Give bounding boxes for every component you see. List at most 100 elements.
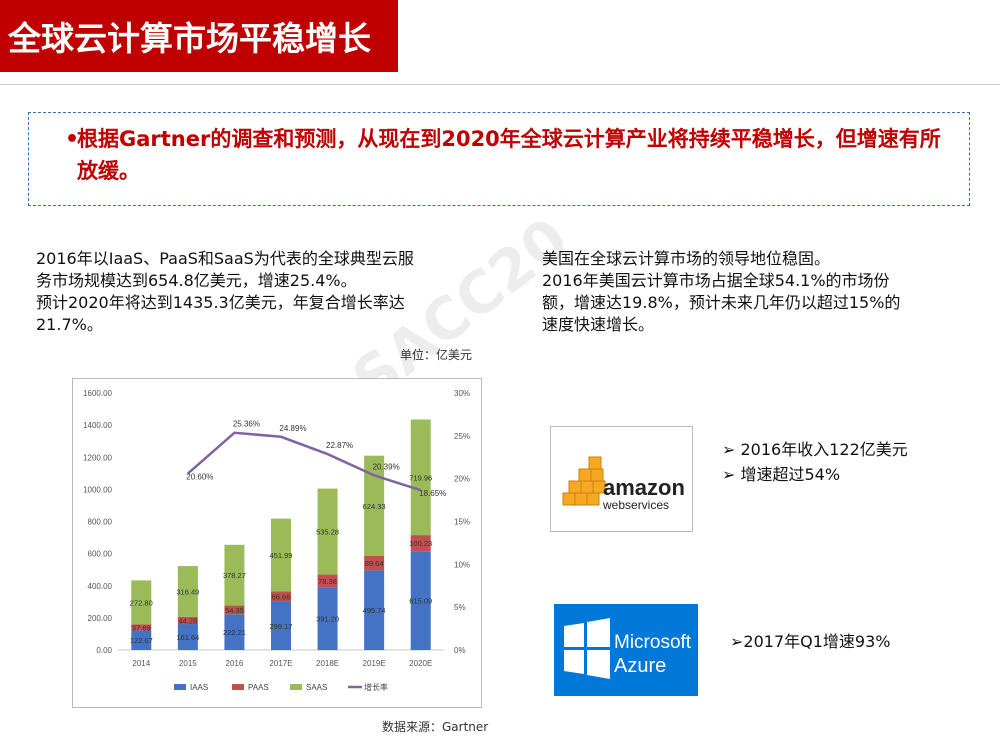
y2-tick-label: 10% bbox=[454, 560, 470, 569]
bar-saas bbox=[224, 544, 245, 606]
growth-data-label: 20.60% bbox=[186, 473, 213, 482]
highlight-callout: • 根据Gartner的调查和预测，从现在到2020年全球云计算产业将持续平稳增… bbox=[28, 112, 970, 206]
bar-iaas bbox=[317, 587, 338, 650]
aws-logo: amazon webservices bbox=[550, 426, 693, 532]
paragraph-line: 美国在全球云计算市场的领导地位稳固。 bbox=[542, 249, 831, 268]
growth-rate-line bbox=[187, 431, 422, 492]
market-size-chart: 0.00 200.00 400.00 600.00 800.00 1000.00 1200.… bbox=[83, 389, 470, 692]
bar-paas bbox=[224, 605, 245, 615]
bullet-icon: • bbox=[65, 127, 80, 152]
growth-data-label: 25.36% bbox=[233, 420, 260, 429]
y2-tick-label: 25% bbox=[454, 432, 470, 441]
paragraph-line: 额，增速达19.8%，预计未来几年仍以超过15%的 bbox=[542, 293, 901, 312]
bar-data-label: 615.09 bbox=[409, 597, 432, 606]
global-market-paragraph: 2016年以IaaS、PaaS和SaaS为代表的全球典型云服 务市场规模达到65… bbox=[36, 248, 414, 336]
bar-data-label: 37.69 bbox=[132, 623, 151, 632]
azure-logo-line1: Microsoft bbox=[614, 632, 692, 653]
y-tick-label: 400.00 bbox=[88, 582, 113, 591]
bar-data-label: 222.21 bbox=[223, 628, 246, 637]
x-tick-label: 2015 bbox=[179, 659, 197, 668]
aws-logo-sub: webservices bbox=[602, 498, 669, 512]
bar-iaas bbox=[224, 614, 245, 650]
legend-label: SAAS bbox=[306, 683, 327, 692]
bar-iaas bbox=[271, 601, 291, 650]
bar-saas bbox=[364, 455, 385, 556]
growth-data-label: 22.87% bbox=[326, 441, 353, 450]
header-divider bbox=[0, 84, 1000, 85]
y-tick-label: 1600.00 bbox=[83, 389, 112, 398]
azure-fact-growth: ➢2017年Q1增速93% bbox=[730, 632, 891, 651]
bar-data-label: 378.27 bbox=[223, 571, 246, 580]
title-banner: 全球云计算市场平稳增长 bbox=[0, 0, 398, 72]
y2-tick-label: 0% bbox=[454, 646, 466, 655]
legend-swatch bbox=[232, 684, 244, 690]
paragraph-line: 2016年以IaaS、PaaS和SaaS为代表的全球典型云服 bbox=[36, 249, 414, 268]
y2-tick-label: 5% bbox=[454, 603, 466, 612]
bar-paas bbox=[317, 574, 338, 588]
bar-saas bbox=[410, 419, 431, 536]
growth-data-label: 20.39% bbox=[373, 462, 400, 471]
bar-paas bbox=[410, 535, 431, 552]
legend-swatch bbox=[174, 684, 186, 690]
bar-data-label: 89.64 bbox=[365, 559, 384, 568]
x-tick-label: 2017E bbox=[269, 659, 292, 668]
y-tick-label: 1400.00 bbox=[83, 421, 112, 430]
bar-data-label: 78.38 bbox=[318, 577, 337, 586]
bar-iaas bbox=[177, 624, 198, 650]
paragraph-line: 速度快速增长。 bbox=[542, 315, 655, 334]
aws-logo-word: amazon bbox=[603, 475, 685, 500]
bar-data-label: 54.35 bbox=[225, 606, 244, 615]
aws-cubes-icon: amazon webservices bbox=[562, 456, 685, 512]
aws-fact-revenue: ➢ 2016年收入122亿美元 bbox=[722, 440, 908, 459]
bar-paas bbox=[364, 555, 385, 571]
legend-label: PAAS bbox=[248, 683, 269, 692]
bar-data-label: 495.74 bbox=[363, 606, 386, 615]
bar-saas bbox=[271, 518, 291, 592]
y-tick-label: 1000.00 bbox=[83, 485, 112, 494]
bar-data-label: 122.67 bbox=[130, 636, 153, 645]
bar-data-label: 451.99 bbox=[270, 551, 293, 560]
bar-data-label: 66.66 bbox=[272, 593, 291, 602]
growth-data-label: 24.89% bbox=[279, 424, 306, 433]
legend-label: IAAS bbox=[190, 683, 208, 692]
unit-note: 单位：亿美元 bbox=[400, 348, 473, 362]
bar-data-label: 624.33 bbox=[363, 502, 386, 511]
bar-data-label: 316.49 bbox=[176, 588, 199, 597]
bar-iaas bbox=[364, 570, 385, 650]
bar-paas bbox=[271, 591, 291, 602]
x-tick-label: 2019E bbox=[363, 659, 386, 668]
azure-logo: Microsoft Azure bbox=[554, 604, 698, 696]
x-tick-label: 2016 bbox=[226, 659, 244, 668]
bar-data-label: 391.20 bbox=[316, 615, 339, 624]
y2-tick-label: 15% bbox=[454, 518, 470, 527]
growth-data-label: 18.65% bbox=[419, 489, 446, 498]
bar-saas bbox=[317, 488, 338, 575]
x-tick-label: 2014 bbox=[132, 659, 150, 668]
y-tick-label: 600.00 bbox=[88, 550, 113, 559]
y-tick-label: 800.00 bbox=[88, 518, 113, 527]
bar-data-label: 44.28 bbox=[178, 616, 197, 625]
bar-data-label: 272.80 bbox=[130, 598, 153, 607]
bar-saas bbox=[177, 566, 198, 617]
bar-paas bbox=[177, 616, 198, 625]
x-tick-label: 2020E bbox=[409, 659, 432, 668]
azure-logo-line2: Azure bbox=[614, 655, 666, 677]
bar-data-label: 535.28 bbox=[316, 528, 339, 537]
page-title: 全球云计算市场平稳增长 bbox=[8, 19, 371, 58]
callout-text: 根据Gartner的调查和预测，从现在到2020年全球云计算产业将持续平稳增长，… bbox=[77, 127, 941, 183]
windows-logo-icon: Microsoft Azure bbox=[564, 618, 692, 679]
y2-tick-label: 30% bbox=[454, 389, 470, 398]
us-market-paragraph: 美国在全球云计算市场的领导地位稳固。 2016年美国云计算市场占据全球54.1%… bbox=[542, 248, 900, 336]
paragraph-line: 务市场规模达到654.8亿美元，增速25.4%。 bbox=[36, 271, 357, 290]
bar-iaas bbox=[410, 551, 431, 650]
bar-data-label: 100.23 bbox=[409, 539, 432, 548]
x-tick-label: 2018E bbox=[316, 659, 339, 668]
bar-saas bbox=[131, 580, 152, 625]
y-tick-label: 1200.00 bbox=[83, 453, 112, 462]
y2-tick-label: 20% bbox=[454, 475, 470, 484]
bar-data-label: 161.64 bbox=[176, 633, 199, 642]
legend-swatch bbox=[290, 684, 302, 690]
aws-fact-growth: ➢ 增速超过54% bbox=[722, 465, 841, 484]
source-note: 数据来源：Gartner bbox=[382, 720, 489, 734]
legend-label: 增长率 bbox=[364, 682, 388, 692]
